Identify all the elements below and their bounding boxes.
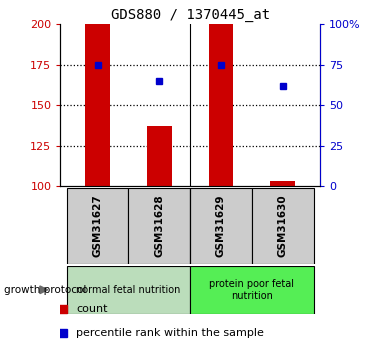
Title: GDS880 / 1370445_at: GDS880 / 1370445_at <box>110 8 270 22</box>
Bar <box>67 266 190 314</box>
Bar <box>270 181 295 186</box>
Bar <box>85 24 110 186</box>
Text: growth protocol: growth protocol <box>4 285 86 295</box>
Text: GSM31627: GSM31627 <box>92 195 103 257</box>
Bar <box>190 266 314 314</box>
Text: GSM31628: GSM31628 <box>154 195 164 257</box>
Bar <box>67 188 128 264</box>
Bar <box>190 188 252 264</box>
Text: percentile rank within the sample: percentile rank within the sample <box>76 328 264 338</box>
Bar <box>147 126 172 186</box>
Text: normal fetal nutrition: normal fetal nutrition <box>76 285 181 295</box>
Bar <box>252 188 314 264</box>
Text: protein poor fetal
nutrition: protein poor fetal nutrition <box>209 279 294 300</box>
Bar <box>128 188 190 264</box>
Text: GSM31630: GSM31630 <box>278 195 288 257</box>
Bar <box>209 24 233 186</box>
Text: GSM31629: GSM31629 <box>216 195 226 257</box>
Text: count: count <box>76 304 108 314</box>
